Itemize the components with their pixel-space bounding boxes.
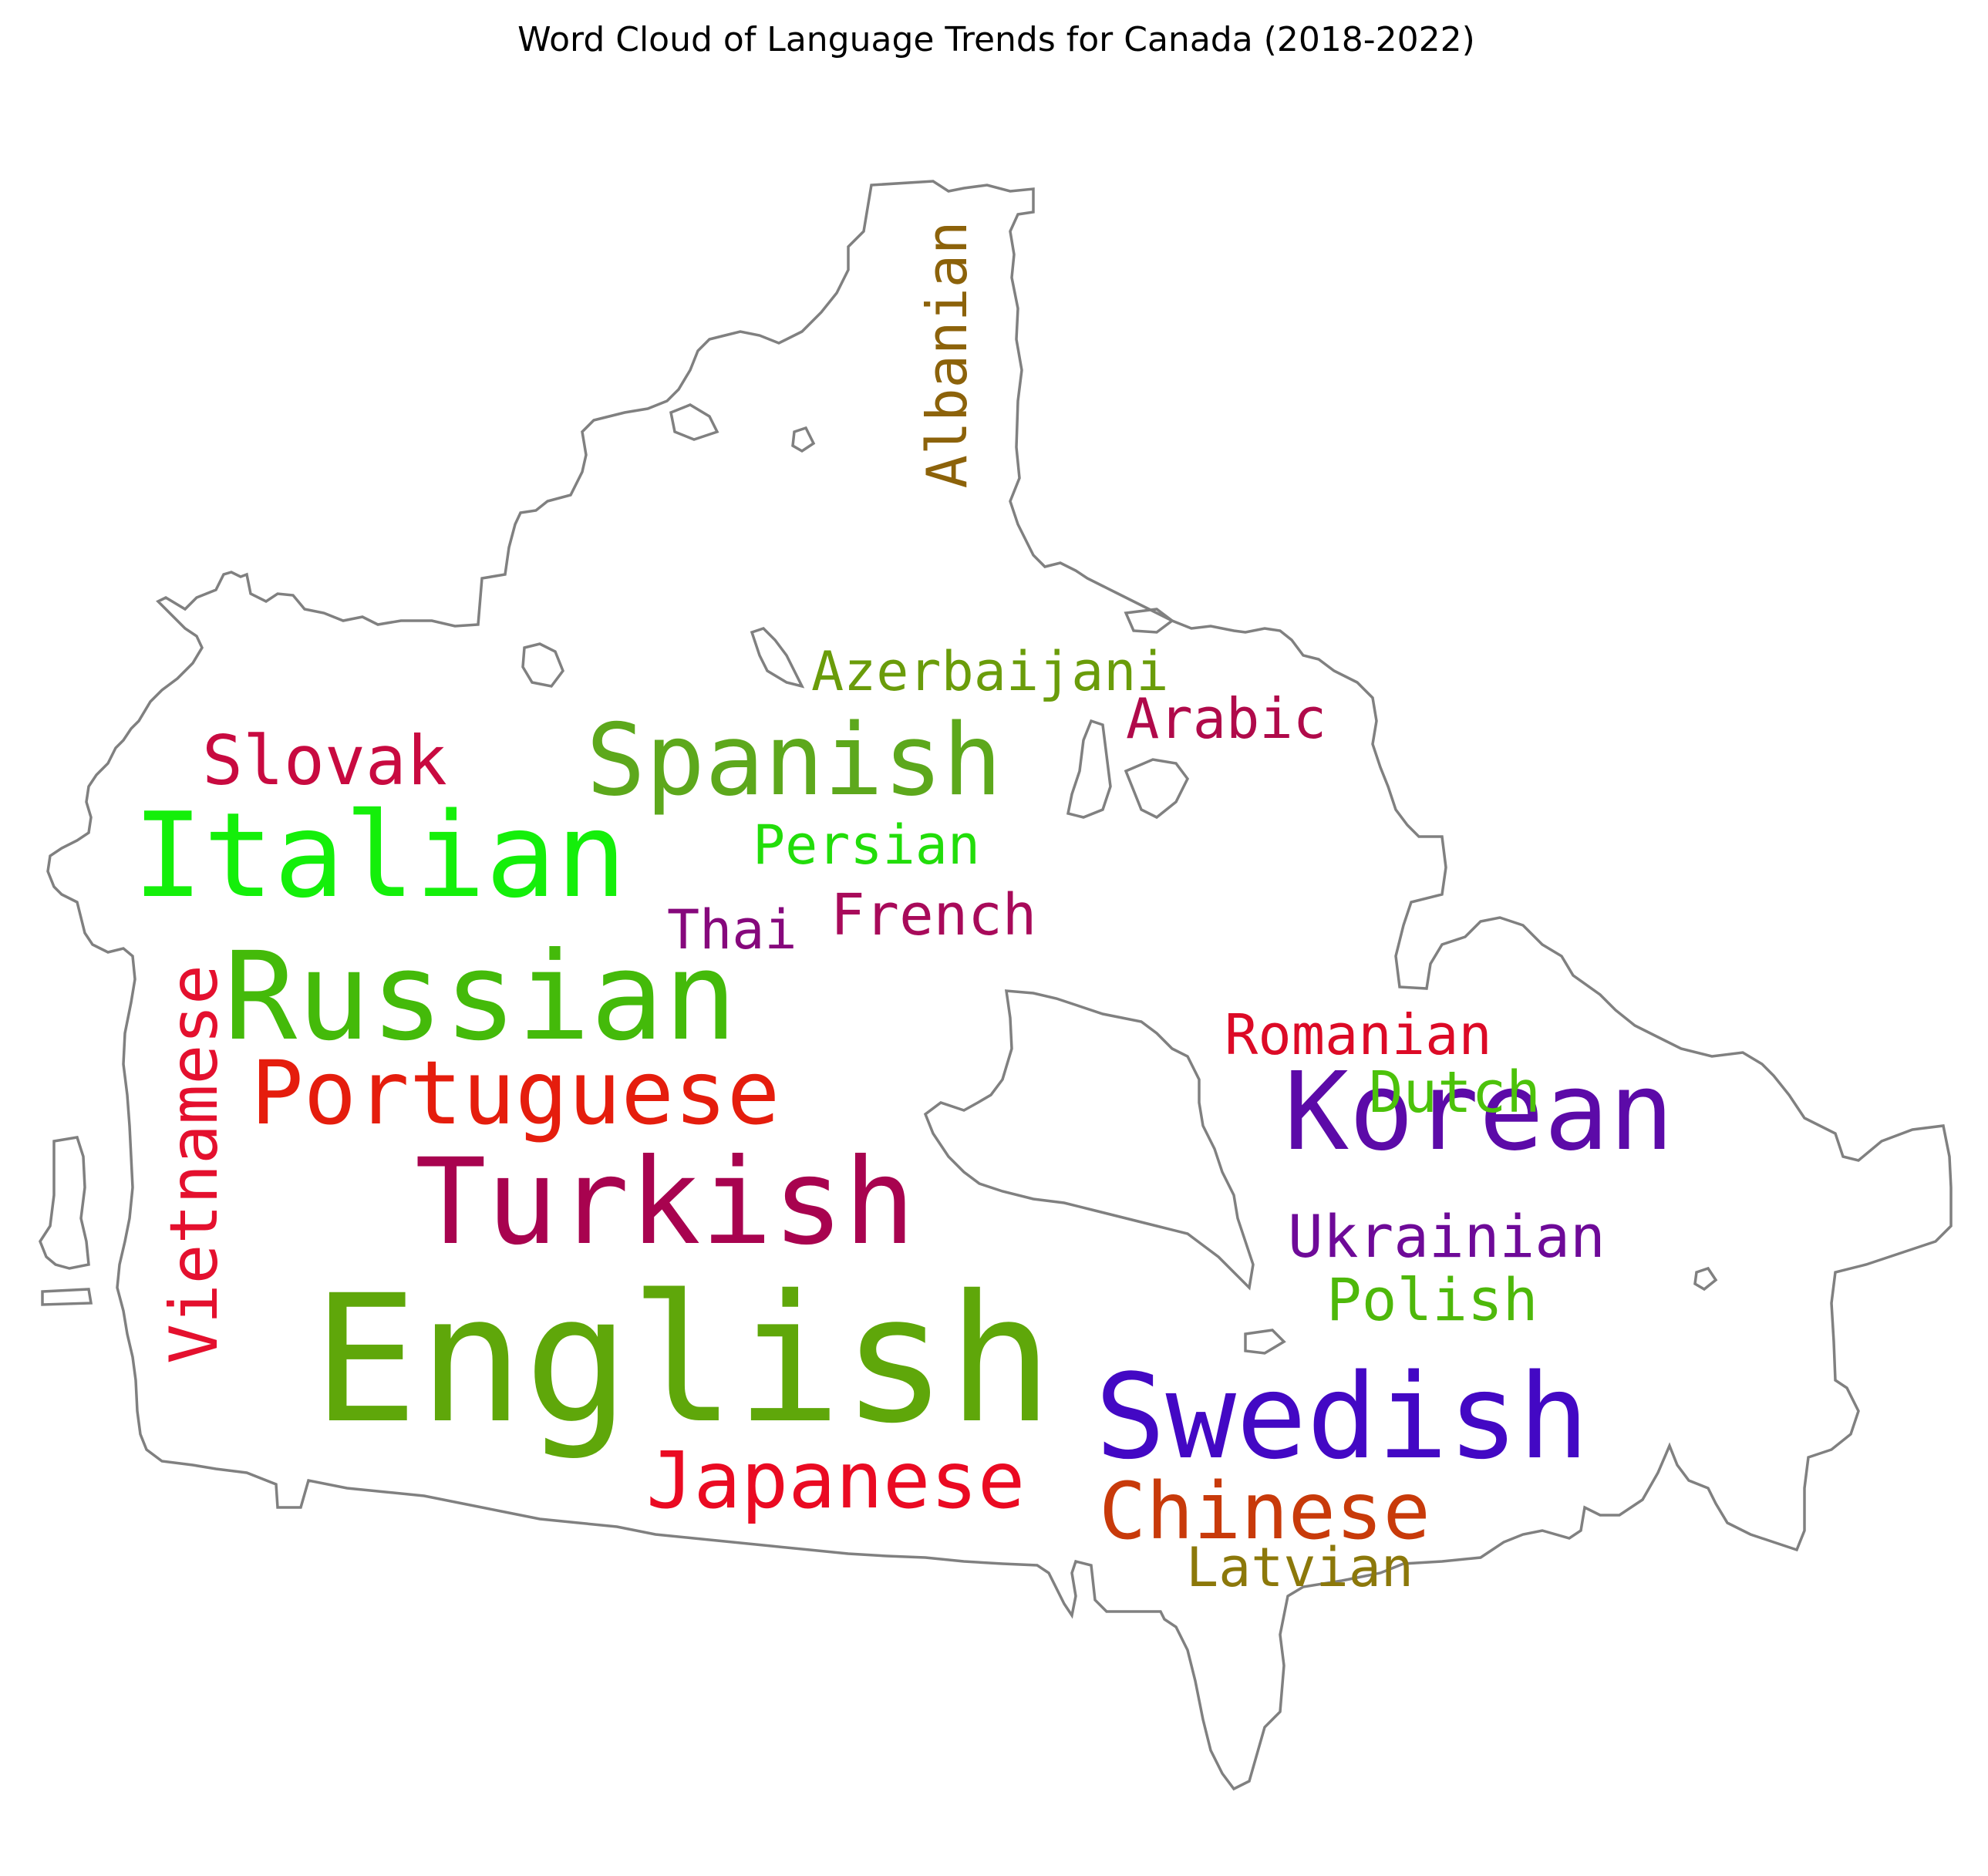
word-romanian: Romanian [1225,1002,1492,1067]
word-dutch: Dutch [1369,1059,1541,1126]
word-thai: Thai [667,898,797,962]
chart-title: Word Cloud of Language Trends for Canada… [517,20,1475,59]
word-latvian: Latvian [1186,1536,1414,1599]
word-turkish: Turkish [415,1133,915,1271]
word-persian: Persian [753,813,980,877]
word-russian: Russian [224,926,737,1068]
word-english: English [312,1257,1053,1462]
word-chinese: Chinese [1099,1466,1430,1558]
word-spanish: Spanish [586,703,1002,818]
word-ukrainian: Ukrainian [1288,1202,1606,1271]
word-polish: Polish [1326,1265,1538,1334]
word-azerbaijani: Azerbaijani [811,640,1169,703]
word-japanese: Japanese [646,1435,1025,1527]
word-swedish: Swedish [1095,1349,1589,1485]
word-italian: Italian [133,787,627,924]
word-arabic: Arabic [1126,686,1326,751]
word-slovak: Slovak [202,721,447,800]
word-portuguese: Portuguese [251,1042,780,1144]
word-korean: Korean [1284,1049,1674,1175]
word-albanian: Albanian [915,221,979,489]
canada-outline [39,180,1953,1791]
word-vietnamese: Vietnamese [156,965,233,1364]
word-french: French [831,882,1036,948]
